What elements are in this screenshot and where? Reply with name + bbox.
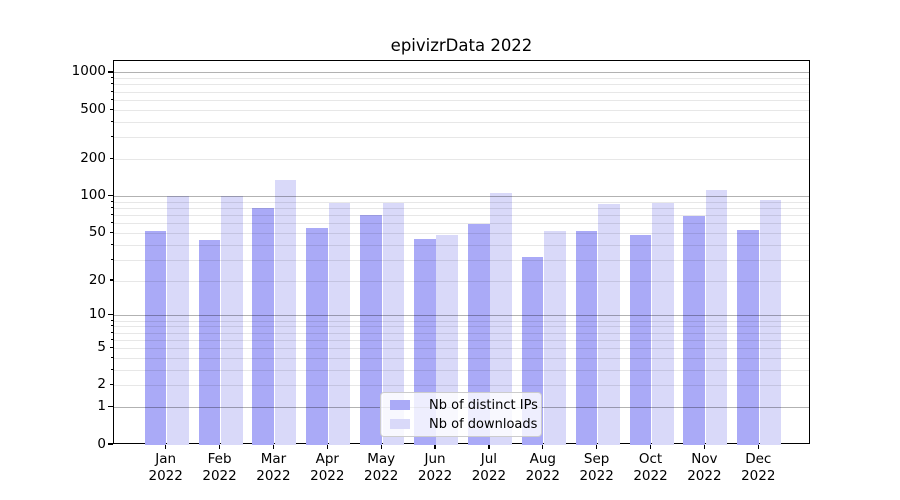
bar-distinct-ips-mar xyxy=(252,208,275,445)
bar-downloads-may xyxy=(382,203,405,445)
y-minor-tick-mark xyxy=(110,331,113,333)
y-minor-tick-mark xyxy=(110,243,113,245)
y-minor-tick-mark xyxy=(110,206,113,208)
y-minor-tick-mark xyxy=(110,222,113,224)
bar-distinct-ips-may xyxy=(360,215,382,445)
bar-downloads-feb xyxy=(220,195,243,445)
y-tick-label: 100 xyxy=(80,186,106,203)
y-minor-tick-mark xyxy=(110,338,113,340)
y-minor-tick-mark xyxy=(110,356,113,358)
x-tick-mark xyxy=(165,444,167,449)
y-tick-label: 10 xyxy=(88,306,106,323)
y-tick-mark xyxy=(109,279,113,281)
legend: Nb of distinct IPs Nb of downloads xyxy=(380,392,542,437)
y-tick-label: 50 xyxy=(88,223,106,240)
y-tick-label: 5 xyxy=(97,339,106,355)
bar-downloads-apr xyxy=(328,203,351,445)
x-tick-mark xyxy=(757,444,759,449)
x-tick-label-nov: Nov 2022 xyxy=(687,451,722,484)
bar-downloads-nov xyxy=(705,189,728,445)
bar-distinct-ips-sep xyxy=(575,231,598,445)
x-tick-label-jul: Jul 2022 xyxy=(471,451,507,484)
x-tick-label-sep: Sep 2022 xyxy=(579,451,614,484)
x-tick-label-dec: Dec 2022 xyxy=(741,451,776,484)
bar-distinct-ips-nov xyxy=(683,216,705,445)
y-tick-mark xyxy=(108,71,113,73)
x-tick-label-aug: Aug 2022 xyxy=(525,451,560,484)
bar-distinct-ips-apr xyxy=(306,228,328,445)
legend-label-downloads: Nb of downloads xyxy=(429,416,538,432)
y-tick-mark xyxy=(109,384,113,386)
x-tick-mark xyxy=(272,444,275,449)
y-tick-mark xyxy=(108,194,113,197)
y-minor-tick-mark xyxy=(110,368,113,370)
x-tick-label-feb: Feb 2022 xyxy=(202,451,237,484)
bar-downloads-oct xyxy=(651,202,674,445)
y-tick-label: 500 xyxy=(80,100,106,117)
bar-downloads-dec xyxy=(759,199,782,445)
bar-distinct-ips-jul xyxy=(467,223,490,445)
x-tick-label-oct: Oct 2022 xyxy=(633,451,668,484)
y-tick-label: 20 xyxy=(88,271,106,288)
y-tick-mark xyxy=(109,108,113,110)
x-tick-mark xyxy=(488,444,490,449)
x-tick-label-may: May 2022 xyxy=(363,451,399,484)
y-tick-mark xyxy=(109,346,113,349)
y-minor-tick-mark xyxy=(110,325,113,327)
y-tick-mark xyxy=(108,443,113,445)
y-minor-tick-mark xyxy=(110,98,113,100)
y-minor-tick-mark xyxy=(110,258,113,260)
plot-area xyxy=(113,60,810,445)
legend-item-downloads: Nb of downloads xyxy=(390,417,537,432)
x-tick-mark xyxy=(703,444,705,449)
bar-downloads-jul xyxy=(490,193,512,445)
bar-downloads-aug xyxy=(544,231,566,445)
legend-swatch-distinct-ips xyxy=(390,400,410,410)
y-tick-label: 1 xyxy=(97,398,106,415)
legend-label-distinct-ips: Nb of distinct IPs xyxy=(429,397,538,413)
y-minor-tick-mark xyxy=(110,319,113,321)
y-minor-tick-mark xyxy=(110,213,113,215)
y-minor-tick-mark xyxy=(110,90,113,92)
x-tick-label-mar: Mar 2022 xyxy=(256,451,291,484)
bar-distinct-ips-feb xyxy=(198,240,221,445)
bar-downloads-mar xyxy=(274,179,297,445)
y-minor-tick-mark xyxy=(110,83,113,85)
y-tick-label: 0 xyxy=(97,435,106,452)
x-tick-mark xyxy=(380,444,382,449)
y-tick-label: 1000 xyxy=(71,63,106,80)
bar-distinct-ips-jan xyxy=(144,231,167,445)
bar-downloads-jan xyxy=(167,196,189,445)
y-tick-mark xyxy=(108,314,113,316)
bars-layer xyxy=(114,61,809,445)
x-tick-mark xyxy=(596,444,598,449)
x-tick-mark xyxy=(649,444,652,449)
y-minor-tick-mark xyxy=(110,120,113,122)
x-tick-label-apr: Apr 2022 xyxy=(310,451,345,484)
bar-downloads-sep xyxy=(598,203,620,445)
x-tick-label-jun: Jun 2022 xyxy=(417,451,453,484)
bar-distinct-ips-dec xyxy=(737,230,759,445)
x-tick-mark xyxy=(326,444,328,449)
x-tick-mark xyxy=(218,444,221,449)
y-minor-tick-mark xyxy=(110,136,113,138)
bar-distinct-ips-oct xyxy=(629,235,652,445)
y-tick-label: 200 xyxy=(80,149,106,166)
y-tick-label: 2 xyxy=(97,376,106,393)
x-tick-mark xyxy=(542,444,544,449)
legend-item-distinct-ips: Nb of distinct IPs xyxy=(390,398,538,413)
legend-swatch-downloads xyxy=(390,419,410,429)
y-tick-mark xyxy=(108,406,113,408)
y-minor-tick-mark xyxy=(110,77,113,79)
y-minor-tick-mark xyxy=(110,200,113,202)
y-tick-mark xyxy=(109,157,113,159)
y-tick-mark xyxy=(109,231,113,233)
x-tick-mark xyxy=(434,444,436,449)
x-tick-label-jan: Jan 2022 xyxy=(148,451,183,484)
chart-title: epivizrData 2022 xyxy=(390,36,533,55)
